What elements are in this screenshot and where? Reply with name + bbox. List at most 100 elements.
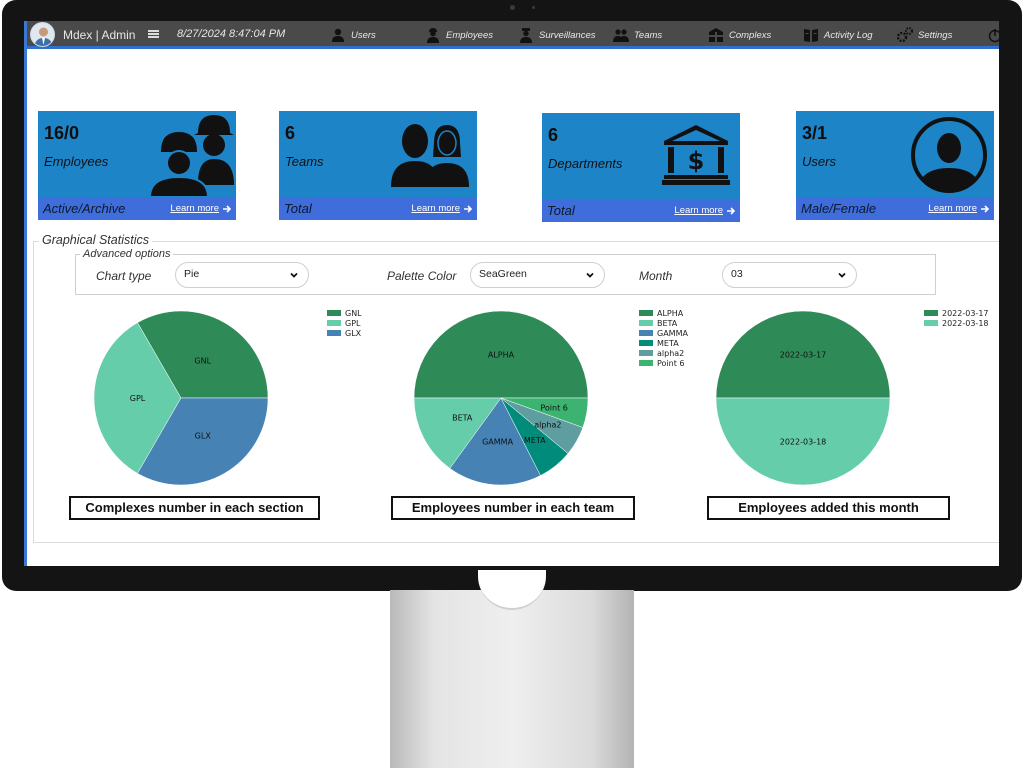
avatar[interactable] [30, 22, 55, 47]
pie-slice-gnl[interactable] [137, 310, 269, 399]
pie-slice-alpha[interactable] [413, 310, 589, 399]
nav-item-label: Surveillances [539, 29, 596, 41]
workers-icon [148, 115, 234, 197]
departments-footer-text: Total [547, 203, 575, 218]
nav-item-label: Complexs [729, 29, 772, 41]
pie-slice-2022-03-18[interactable] [715, 397, 891, 486]
users-learn-more-link[interactable]: Learn more [928, 203, 990, 214]
legend-swatch [639, 340, 653, 346]
legend-swatch [327, 310, 341, 316]
user-circle-icon [911, 117, 987, 193]
nav-item-label: Employees [446, 29, 493, 41]
nav-item-complexs[interactable]: Complexs [708, 24, 771, 46]
nav-item-surveillances[interactable]: Surveillances [518, 24, 596, 46]
nav-item-label: Users [351, 29, 376, 41]
legend-label: META [657, 339, 679, 348]
chart-type-label: Chart type [96, 269, 152, 283]
bank-building-icon: $ [662, 125, 730, 185]
users-card-footer: Male/Female Learn more [796, 197, 994, 220]
users-card: 3/1 Users Male/Female Learn more [796, 111, 994, 220]
complexes-pie-chart: GNL GPL GLX GNL GPL GLX [87, 306, 377, 496]
teams-label: Teams [285, 154, 324, 169]
learn-more-label: Learn more [411, 203, 460, 214]
legend-label: ALPHA [657, 309, 684, 318]
employees-learn-more-link[interactable]: Learn more [170, 203, 232, 214]
pie-slice-label: GNL [194, 356, 211, 365]
legend-swatch [924, 320, 938, 326]
users-footer-text: Male/Female [801, 201, 877, 216]
month-label: Month [639, 269, 673, 283]
svg-text:$: $ [688, 147, 705, 175]
top-navbar: Mdex | Admin 8/27/2024 8:47:04 PM Users … [27, 21, 999, 49]
legend-label: BETA [657, 319, 678, 328]
nav-item-label: Settings [918, 29, 953, 41]
users-label: Users [802, 154, 836, 169]
legend-swatch [639, 350, 653, 356]
chart-type-select[interactable]: Pie [175, 262, 309, 288]
employees-label: Employees [44, 154, 109, 169]
nav-item-settings[interactable]: Settings [897, 24, 952, 46]
palette-color-label: Palette Color [387, 269, 457, 283]
legend-label: alpha2 [657, 349, 684, 358]
surveillance-icon [520, 28, 532, 43]
legend-label: GPL [345, 319, 361, 328]
arrow-right-icon [981, 204, 990, 213]
legend-swatch [327, 330, 341, 336]
nav-item-teams[interactable]: Teams [613, 24, 662, 46]
nav-item-activity-log[interactable]: Activity Log [803, 24, 873, 46]
app-screen: Mdex | Admin 8/27/2024 8:47:04 PM Users … [24, 21, 999, 566]
pie-slice-2022-03-17[interactable] [715, 310, 891, 399]
departments-label: Departments [548, 156, 623, 171]
advanced-options-panel [75, 254, 936, 295]
departments-count: 6 [548, 125, 559, 145]
teams-card-footer: Total Learn more [279, 197, 477, 220]
pie-slice-label: BETA [452, 414, 473, 423]
pie-slice-label: alpha2 [534, 421, 561, 430]
teams-pie-chart: ALPHA BETA GAMMA META alpha2 Point 6 ALPHA BETA… [407, 306, 707, 496]
legend-label: Point 6 [657, 359, 685, 368]
legend-swatch [639, 360, 653, 366]
legend-label: GLX [345, 329, 362, 338]
chevron-down-icon [290, 272, 298, 278]
chevron-down-icon [838, 272, 846, 278]
legend-label: GNL [345, 309, 362, 318]
activity-log-icon [804, 29, 818, 42]
graphical-statistics-panel [33, 241, 999, 543]
pie-slice-label: 2022-03-17 [780, 351, 827, 360]
pie-slice-point-6[interactable] [500, 397, 589, 428]
arrow-right-icon [223, 204, 232, 213]
teams-card: 6 Teams Total Learn more [279, 111, 477, 220]
logout-button[interactable] [987, 24, 999, 46]
palette-color-select[interactable]: SeaGreen [470, 262, 605, 288]
month-select[interactable]: 03 [722, 262, 857, 288]
teams-learn-more-link[interactable]: Learn more [411, 203, 473, 214]
nav-item-employees[interactable]: Employees [425, 24, 493, 46]
pie-slice-beta[interactable] [413, 397, 502, 469]
hamburger-menu-icon[interactable] [148, 30, 159, 39]
arrow-right-icon [727, 206, 736, 215]
pie-slice-label: GPL [130, 394, 146, 403]
current-datetime: 8/27/2024 8:47:04 PM [177, 28, 286, 40]
pie-slice-label: GLX [195, 432, 212, 441]
departments-learn-more-link[interactable]: Learn more [674, 205, 736, 216]
teams-count: 6 [285, 123, 296, 143]
monthly-pie-chart: 2022-03-17 2022-03-18 2022-03-17 2022-03-18 [709, 306, 999, 496]
pie-slice-gamma[interactable] [449, 397, 541, 486]
brand-title: Mdex | Admin [63, 28, 136, 42]
legend-swatch [327, 320, 341, 326]
legend-label: 2022-03-17 [942, 309, 989, 318]
pie-slice-label: GAMMA [482, 437, 513, 446]
nav-item-users[interactable]: Users [330, 24, 376, 46]
users-count: 3/1 [802, 123, 828, 143]
chevron-down-icon [586, 272, 594, 278]
nav-item-label: Activity Log [824, 29, 873, 41]
monthly-chart-caption: Employees added this month [707, 496, 950, 520]
learn-more-label: Learn more [674, 205, 723, 216]
pie-slice-glx[interactable] [137, 397, 269, 486]
team-people-icon [391, 124, 469, 187]
teams-footer-text: Total [284, 201, 312, 216]
teams-icon [613, 29, 629, 42]
chart-type-value: Pie [184, 268, 200, 280]
month-value: 03 [731, 268, 743, 280]
departments-card: 6 Departments $ Total Learn more [542, 113, 740, 222]
